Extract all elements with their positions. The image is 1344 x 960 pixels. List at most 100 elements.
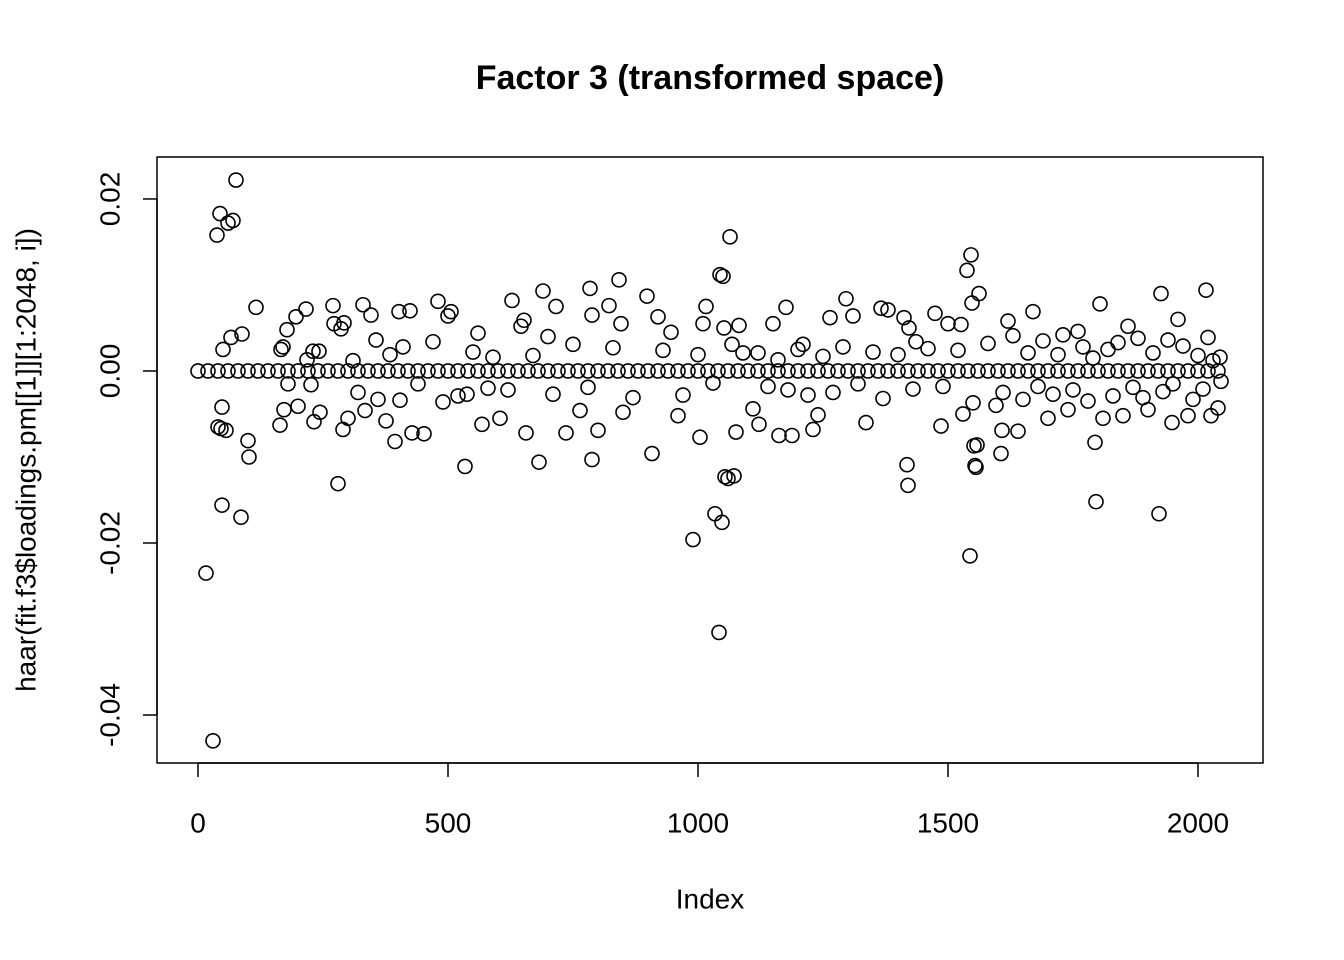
point	[1050, 363, 1066, 379]
point	[233, 509, 249, 525]
point	[1035, 333, 1051, 349]
point	[1030, 378, 1046, 395]
point	[516, 312, 532, 329]
point	[460, 363, 476, 379]
point	[1060, 363, 1076, 379]
point	[740, 363, 756, 379]
point	[950, 363, 966, 379]
point	[518, 425, 534, 441]
point	[410, 376, 426, 392]
point	[969, 437, 985, 453]
point	[670, 407, 686, 424]
point	[288, 308, 304, 325]
x-tick-label: 500	[425, 807, 472, 838]
point	[790, 341, 806, 358]
point	[1210, 400, 1226, 416]
point	[644, 445, 660, 462]
point	[1070, 323, 1086, 340]
point	[1198, 282, 1214, 298]
point	[1085, 350, 1101, 366]
point	[655, 342, 671, 359]
point	[190, 363, 206, 379]
point	[970, 363, 986, 379]
point	[830, 363, 846, 379]
point	[230, 363, 246, 379]
point	[548, 298, 564, 315]
point	[530, 363, 546, 379]
point	[330, 475, 346, 492]
point	[963, 247, 979, 263]
point	[778, 299, 794, 316]
point	[930, 363, 946, 379]
point	[210, 363, 226, 379]
point	[440, 363, 456, 379]
point	[822, 309, 838, 326]
point	[378, 413, 394, 429]
point	[613, 315, 629, 332]
point	[450, 388, 466, 404]
point	[795, 336, 811, 353]
point	[1213, 373, 1229, 390]
point	[810, 407, 826, 423]
point	[1160, 332, 1176, 348]
point	[1153, 285, 1169, 302]
point	[1000, 313, 1016, 329]
point	[1105, 388, 1121, 404]
point	[525, 347, 541, 364]
point	[590, 363, 606, 379]
point	[1010, 423, 1026, 439]
point	[640, 363, 656, 379]
point	[660, 363, 676, 379]
point	[299, 352, 315, 368]
point	[391, 303, 407, 320]
point	[1180, 363, 1196, 379]
point	[535, 283, 551, 299]
point	[899, 456, 915, 473]
point	[1088, 493, 1104, 510]
point	[1130, 330, 1146, 347]
point	[280, 376, 296, 392]
point	[214, 497, 230, 513]
point	[380, 363, 396, 379]
point	[964, 295, 980, 311]
point	[430, 363, 446, 379]
point	[620, 363, 636, 379]
point	[800, 387, 816, 403]
point	[910, 363, 926, 379]
point	[728, 424, 744, 440]
point	[1175, 338, 1191, 354]
point	[955, 406, 971, 422]
point	[1020, 345, 1036, 361]
point	[1205, 352, 1221, 369]
point	[980, 363, 996, 379]
point	[540, 363, 556, 379]
point	[492, 410, 508, 427]
point	[330, 363, 346, 379]
point	[470, 363, 486, 379]
point	[858, 414, 874, 431]
point	[1110, 363, 1126, 379]
point	[241, 449, 257, 465]
point	[480, 363, 496, 379]
point	[220, 363, 236, 379]
point	[470, 325, 486, 341]
point	[639, 288, 655, 304]
point	[212, 205, 228, 222]
point	[735, 345, 751, 361]
point	[1070, 363, 1086, 379]
point	[1092, 296, 1108, 312]
point	[731, 317, 747, 334]
point	[336, 315, 352, 331]
point	[1145, 345, 1161, 361]
point	[1040, 410, 1056, 427]
point	[1165, 376, 1181, 392]
point	[705, 375, 721, 391]
point	[840, 363, 856, 379]
point	[865, 344, 881, 360]
point	[392, 392, 408, 409]
point	[873, 300, 889, 316]
point	[210, 419, 226, 435]
point	[580, 363, 596, 379]
point	[962, 548, 978, 564]
point	[875, 390, 891, 407]
